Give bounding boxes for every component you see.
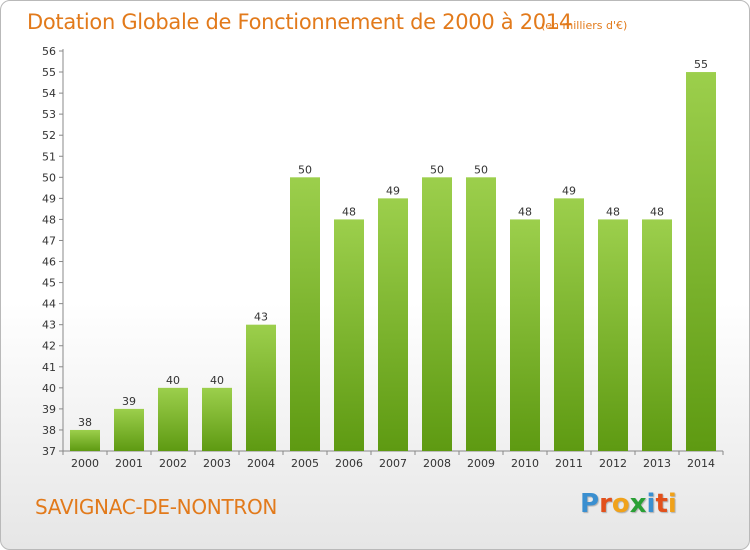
bar [422,177,452,451]
data-label: 39 [122,395,136,408]
data-label: 40 [166,374,180,387]
data-label: 50 [430,163,444,176]
data-label: 38 [78,416,92,429]
bar [158,387,188,451]
bar [598,219,628,451]
x-tick-label: 2009 [467,457,495,470]
y-tick-label: 47 [42,234,56,247]
bar [510,219,540,451]
y-tick-label: 46 [42,256,56,269]
y-tick-label: 53 [42,108,56,121]
logo-letter: t [655,489,668,519]
y-tick-label: 52 [42,129,56,142]
x-tick-label: 2012 [599,457,627,470]
x-tick-label: 2004 [247,457,275,470]
logo-letter: i [646,489,656,519]
data-label: 55 [694,58,708,71]
y-tick-label: 37 [42,445,56,458]
bar [334,219,364,451]
x-tick-label: 2006 [335,457,363,470]
y-tick-label: 50 [42,171,56,184]
logo-letter: P [580,489,600,519]
y-tick-label: 48 [42,213,56,226]
x-tick-label: 2005 [291,457,319,470]
bar [686,72,716,451]
bar [554,198,584,451]
y-tick-label: 49 [42,192,56,205]
bar [70,429,100,451]
chart-subtitle: (en milliers d'€) [541,19,628,32]
x-tick-label: 2008 [423,457,451,470]
commune-name: SAVIGNAC-DE-NONTRON [35,495,278,519]
y-tick-label: 38 [42,424,56,437]
y-tick-label: 40 [42,382,56,395]
data-label: 50 [474,163,488,176]
bar [466,177,496,451]
data-label: 48 [518,205,532,218]
chart-axes: 37 38 39 40 41 42 43 44 45 46 47 48 49 50 51 52 53 54 55 56… [42,45,724,470]
x-tick-label: 2011 [555,457,583,470]
data-label: 49 [386,184,400,197]
y-tick-label: 39 [42,403,56,416]
x-tick-label: 2001 [115,457,143,470]
logo-letter: i [667,489,677,519]
y-tick-label: 42 [42,340,56,353]
data-label: 49 [562,184,576,197]
data-label: 48 [606,205,620,218]
y-tick-label: 51 [42,150,56,163]
x-tick-label: 2010 [511,457,539,470]
bar [290,177,320,451]
y-tick-label: 41 [42,361,56,374]
chart-title: Dotation Globale de Fonctionnement de 20… [27,10,572,34]
y-tick-label: 43 [42,319,56,332]
y-tick-label: 56 [42,45,56,58]
data-label: 43 [254,311,268,324]
y-tick-label: 45 [42,277,56,290]
logo-letter: o [611,489,630,519]
data-label: 48 [342,205,356,218]
bar [202,387,232,451]
logo-letter: x [629,489,647,519]
logo-letter: r [599,489,612,519]
proxiti-logo[interactable]: Proxiti [580,489,677,519]
x-tick-label: 2002 [159,457,187,470]
x-tick-label: 2013 [643,457,671,470]
chart-data-labels: 38 39 40 40 43 50 48 49 50 50 48 49 48 48 55 [78,58,708,429]
x-tick-label: 2007 [379,457,407,470]
bar [378,198,408,451]
bar [246,324,276,451]
data-label: 40 [210,374,224,387]
chart-bars [70,72,716,451]
bar [114,408,144,451]
x-tick-label: 2003 [203,457,231,470]
x-tick-label: 2014 [687,457,715,470]
y-tick-label: 44 [42,298,56,311]
y-tick-label: 54 [42,87,56,100]
data-label: 50 [298,163,312,176]
x-tick-label: 2000 [71,457,99,470]
bar [642,219,672,451]
y-tick-label: 55 [42,66,56,79]
data-label: 48 [650,205,664,218]
